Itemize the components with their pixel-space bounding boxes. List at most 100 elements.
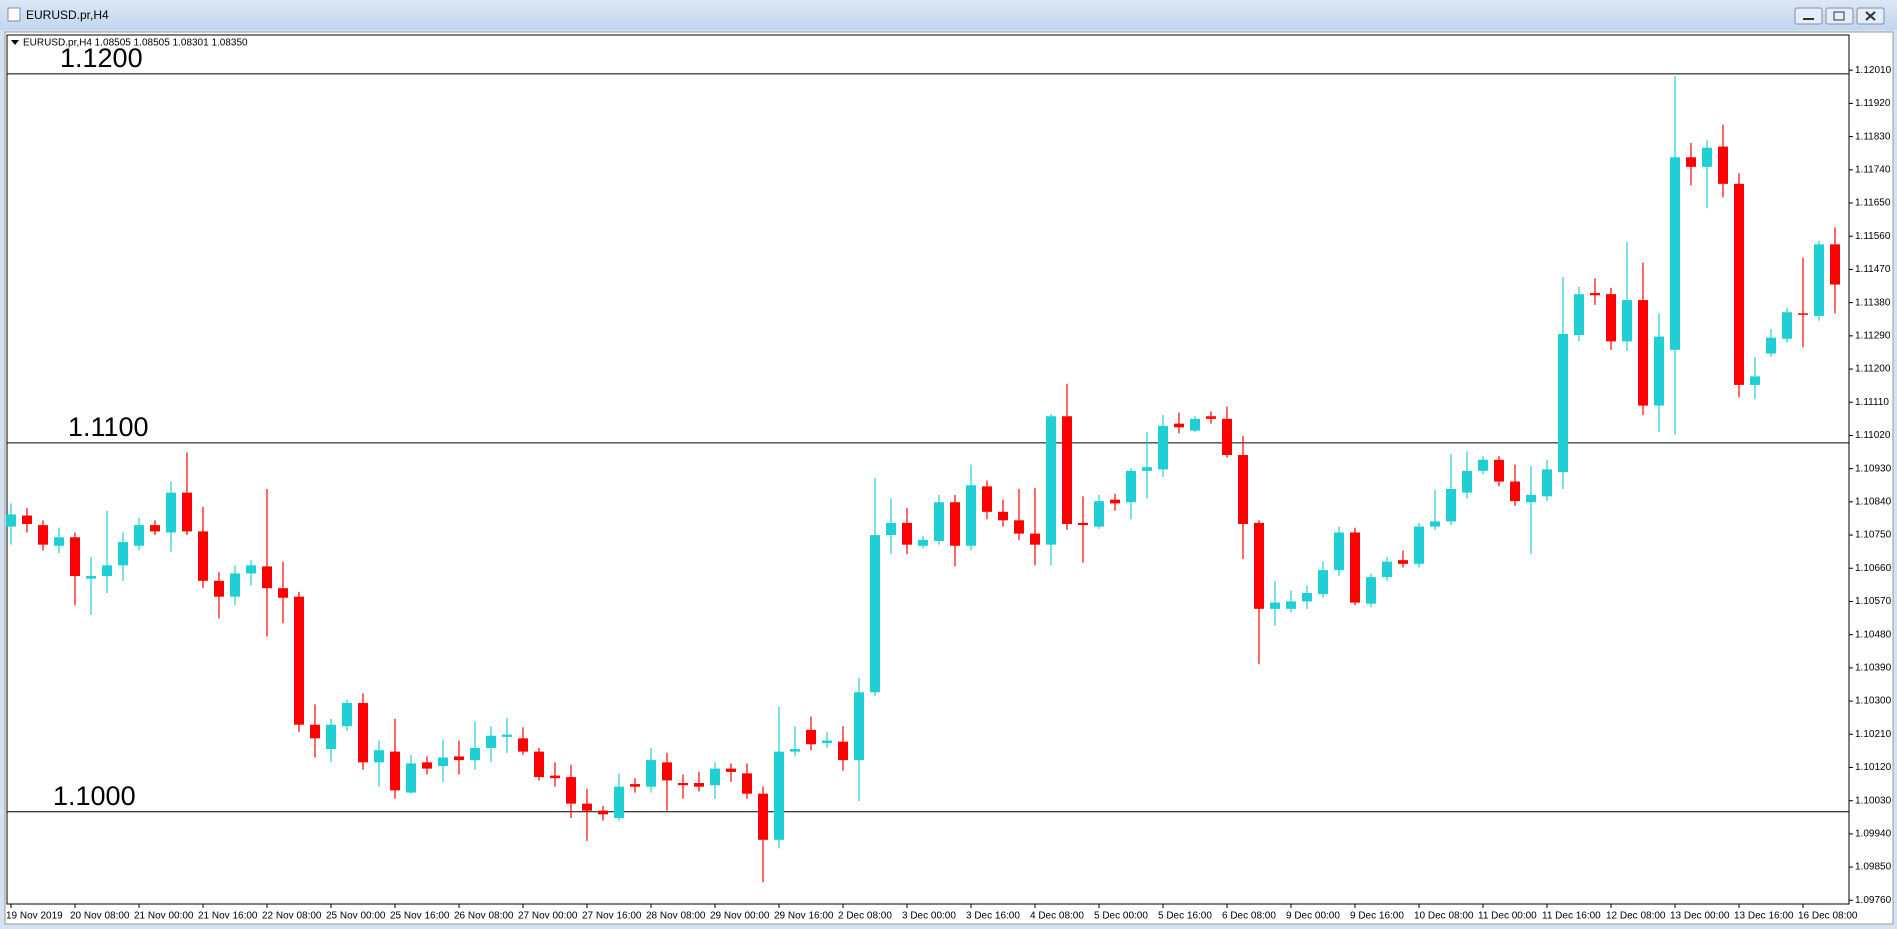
x-tick-label: 13 Dec 00:00 bbox=[1670, 911, 1730, 922]
candle-body bbox=[1366, 577, 1376, 604]
candle-body bbox=[374, 750, 384, 763]
candle-body bbox=[838, 741, 848, 761]
candle-body bbox=[1318, 570, 1328, 595]
candle-body bbox=[1254, 522, 1264, 609]
x-tick-label: 25 Nov 00:00 bbox=[326, 911, 386, 922]
y-tick-label: 1.12010 bbox=[1855, 65, 1892, 76]
x-tick-label: 21 Nov 16:00 bbox=[198, 911, 258, 922]
candle-body bbox=[998, 511, 1008, 521]
candle-body bbox=[1526, 494, 1536, 503]
window-icon bbox=[7, 7, 21, 22]
y-tick-label: 1.11110 bbox=[1855, 397, 1889, 408]
candle-body bbox=[1830, 244, 1840, 285]
y-tick-label: 1.10120 bbox=[1855, 762, 1892, 773]
x-tick-label: 11 Dec 16:00 bbox=[1542, 911, 1601, 922]
candle-body bbox=[166, 492, 176, 533]
candle-body bbox=[1654, 336, 1664, 406]
x-tick-label: 29 Nov 00:00 bbox=[710, 911, 770, 922]
candle-body bbox=[1718, 146, 1728, 184]
candle-body bbox=[1158, 425, 1168, 470]
candle-body bbox=[294, 596, 304, 725]
candle-body bbox=[262, 566, 272, 589]
y-tick-label: 1.11290 bbox=[1855, 330, 1891, 341]
candle-body bbox=[550, 775, 560, 779]
x-tick-label: 2 Dec 08:00 bbox=[838, 911, 892, 922]
candle-body bbox=[758, 793, 768, 840]
y-tick-label: 1.10390 bbox=[1855, 663, 1892, 674]
candle-body bbox=[1542, 469, 1552, 497]
candle-body bbox=[710, 768, 720, 786]
restore-button[interactable] bbox=[1825, 7, 1854, 25]
candle-body bbox=[934, 502, 944, 541]
x-tick-label: 25 Nov 16:00 bbox=[390, 911, 450, 922]
candle-body bbox=[310, 724, 320, 739]
candle-body bbox=[790, 749, 800, 752]
candle-body bbox=[742, 773, 752, 794]
candle-body bbox=[1766, 337, 1776, 354]
candle-body bbox=[950, 502, 960, 546]
candle-body bbox=[854, 692, 864, 761]
x-tick-label: 20 Nov 08:00 bbox=[70, 911, 130, 922]
candle-body bbox=[102, 565, 112, 577]
plot-frame bbox=[6, 34, 1850, 905]
candle-body bbox=[1686, 157, 1696, 167]
candle-body bbox=[678, 782, 688, 786]
window-buttons[interactable] bbox=[1794, 7, 1885, 25]
y-tick-label: 1.11200 bbox=[1855, 364, 1891, 375]
candle-body bbox=[1270, 602, 1280, 609]
candle-body bbox=[246, 565, 256, 574]
candle-body bbox=[1142, 467, 1152, 471]
x-tick-label: 27 Nov 16:00 bbox=[582, 911, 642, 922]
chart-header: EURUSD.pr,H4 1.08505 1.08505 1.08301 1.0… bbox=[23, 38, 248, 49]
y-tick-label: 1.11470 bbox=[1855, 264, 1891, 275]
y-tick-label: 1.11740 bbox=[1855, 164, 1891, 175]
y-tick-label: 1.09760 bbox=[1855, 895, 1892, 906]
candle-body bbox=[1670, 157, 1680, 350]
x-tick-label: 12 Dec 08:00 bbox=[1606, 911, 1666, 922]
candle-body bbox=[1782, 312, 1792, 339]
header-arrow[interactable] bbox=[11, 40, 19, 45]
candle-body bbox=[886, 522, 896, 536]
x-tick-label: 27 Nov 00:00 bbox=[518, 911, 578, 922]
candle-body bbox=[630, 784, 640, 787]
y-tick-label: 1.10300 bbox=[1855, 696, 1892, 707]
y-tick-label: 1.10750 bbox=[1855, 530, 1892, 541]
candle-body bbox=[342, 702, 352, 727]
candle-body bbox=[86, 576, 96, 579]
candle-body bbox=[38, 525, 48, 545]
candle-body bbox=[1302, 592, 1312, 602]
candle-body bbox=[1750, 376, 1760, 385]
candle-body bbox=[1510, 481, 1520, 502]
candle-body bbox=[982, 486, 992, 512]
candle-body bbox=[1014, 520, 1024, 534]
candle-body bbox=[502, 734, 512, 737]
x-tick-label: 9 Dec 16:00 bbox=[1350, 911, 1404, 922]
candle-body bbox=[454, 756, 464, 761]
x-tick-label: 6 Dec 08:00 bbox=[1222, 911, 1276, 922]
y-tick-label: 1.11920 bbox=[1855, 98, 1891, 109]
candle-body bbox=[406, 763, 416, 793]
candle-body bbox=[582, 803, 592, 811]
restore-icon bbox=[1833, 11, 1845, 21]
candle-body bbox=[1238, 455, 1248, 524]
candle-body bbox=[1430, 521, 1440, 527]
level-label: 1.1200 bbox=[60, 43, 143, 73]
candle-body bbox=[6, 514, 16, 527]
close-icon bbox=[1865, 11, 1876, 21]
candle-body bbox=[1382, 561, 1392, 578]
candle-body bbox=[1494, 459, 1504, 482]
candle-body bbox=[1574, 294, 1584, 336]
candle-body bbox=[1222, 418, 1232, 456]
x-tick-label: 19 Nov 2019 bbox=[6, 911, 63, 922]
x-tick-label: 26 Nov 08:00 bbox=[454, 911, 514, 922]
candle-body bbox=[134, 525, 144, 546]
candle-body bbox=[150, 525, 160, 532]
minimize-button[interactable] bbox=[1794, 7, 1823, 25]
x-tick-label: 28 Nov 08:00 bbox=[646, 911, 706, 922]
y-tick-label: 1.10930 bbox=[1855, 463, 1892, 474]
title-bar bbox=[0, 0, 1897, 30]
y-tick-label: 1.11560 bbox=[1855, 231, 1891, 242]
candle-body bbox=[278, 588, 288, 598]
x-tick-label: 9 Dec 00:00 bbox=[1286, 911, 1340, 922]
